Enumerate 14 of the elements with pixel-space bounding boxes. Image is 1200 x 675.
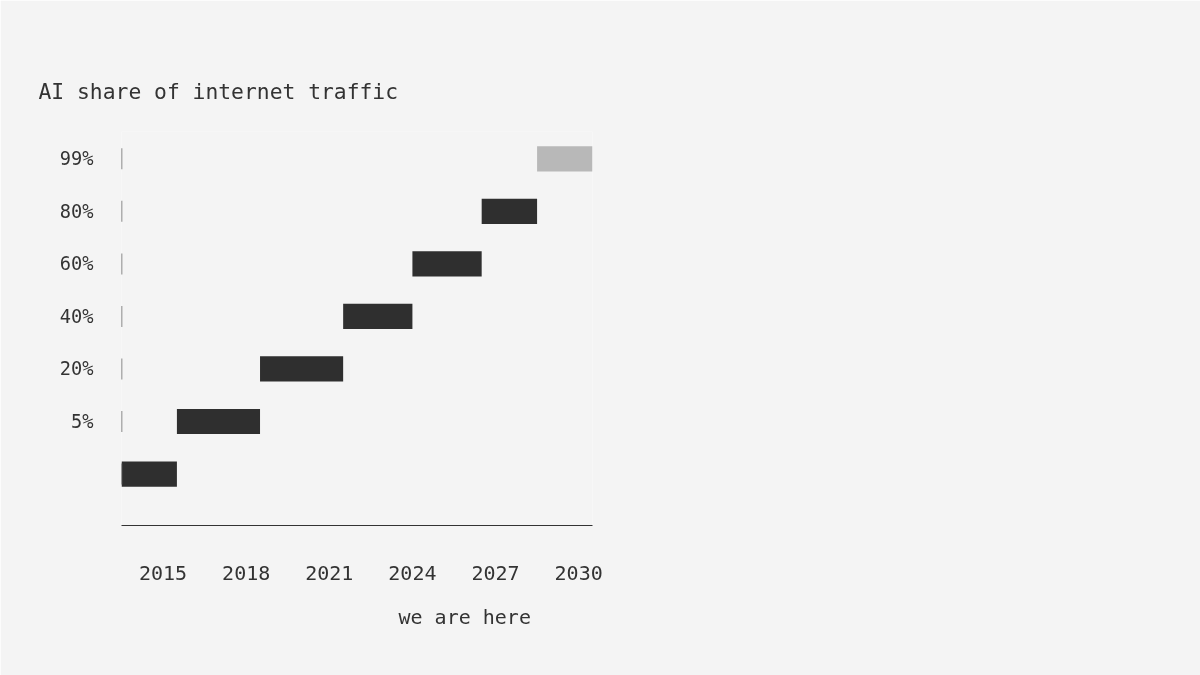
x-tick-label: 2018 bbox=[222, 560, 271, 585]
chart-title: AI share of internet traffic bbox=[38, 79, 399, 104]
y-tick-label: 99% bbox=[59, 148, 94, 170]
x-tick-label: 2027 bbox=[471, 560, 520, 585]
y-tick-label: 60% bbox=[59, 253, 94, 275]
x-tick-label: 2030 bbox=[554, 560, 603, 585]
y-tick-label: 80% bbox=[59, 200, 94, 222]
y-tick-label: 5% bbox=[71, 410, 94, 432]
y-tick-label: 20% bbox=[59, 358, 94, 380]
text: we are here bbox=[398, 604, 531, 629]
y-tick-label: 40% bbox=[59, 305, 94, 327]
x-tick-label: 2021 bbox=[305, 560, 354, 585]
x-tick-label: 2015 bbox=[138, 560, 188, 585]
x-tick-label: 2024 bbox=[388, 560, 437, 585]
